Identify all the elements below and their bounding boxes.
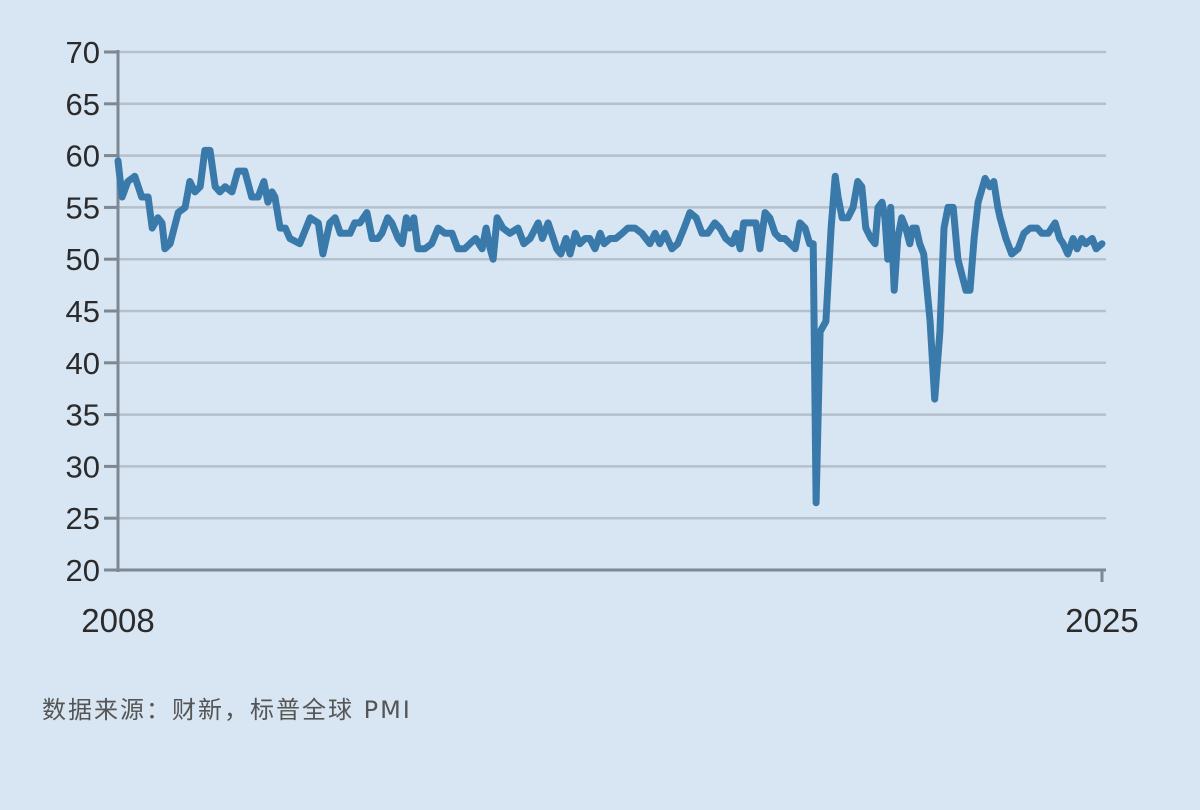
y-tick-label: 35: [66, 398, 100, 433]
y-tick-label: 25: [66, 501, 100, 536]
y-axis-tick-labels: 20 25 30 35 40 45 50 55 60 65 70: [66, 35, 100, 588]
x-axis-tick-labels: 2008 2025: [81, 602, 1138, 639]
source-note: 数据来源：财新，标普全球 PMI: [42, 696, 412, 724]
y-tick-label: 45: [66, 294, 100, 329]
y-tick-label: 60: [66, 139, 100, 174]
y-tick-label: 65: [66, 87, 100, 122]
series-line-pmi: [114, 146, 1106, 507]
gridlines: [104, 50, 1106, 520]
y-tick-label: 40: [66, 346, 100, 381]
y-tick-label: 70: [66, 35, 100, 70]
x-tick-label: 2008: [81, 602, 154, 639]
y-tick-label: 50: [66, 242, 100, 277]
y-tick-label: 20: [66, 553, 100, 588]
y-tick-label: 55: [66, 190, 100, 225]
y-tick-label: 30: [66, 449, 100, 484]
x-tick-label: 2025: [1065, 602, 1138, 639]
